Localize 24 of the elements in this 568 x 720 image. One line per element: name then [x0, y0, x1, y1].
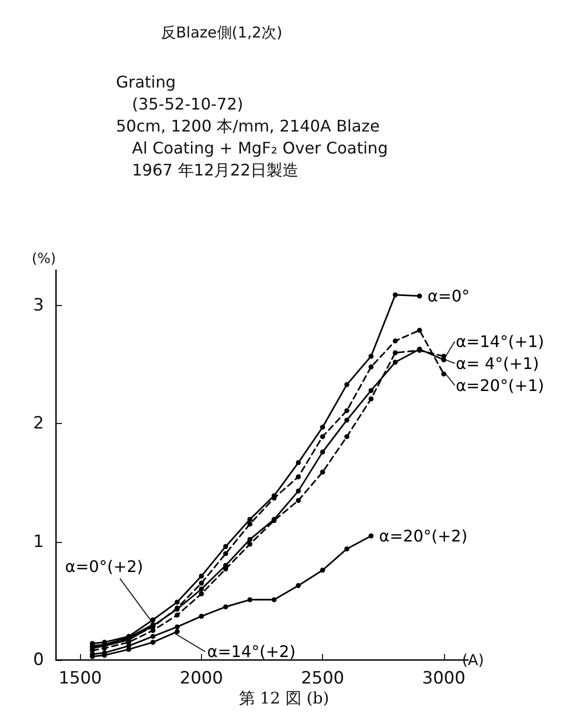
- series-label: α=20°(+2): [379, 526, 468, 546]
- x-tick-label: 1500: [58, 668, 102, 688]
- text: 1967 年12月22日製造: [132, 160, 299, 180]
- series-label: α= 4°(+1): [456, 354, 540, 373]
- series-label: α=14°(+2): [207, 642, 296, 662]
- text: 50cm, 1200 本/mm, 2140A Blaze: [116, 116, 380, 136]
- y-tick-label: 2: [33, 414, 44, 434]
- x-tick-label: 3000: [422, 668, 466, 688]
- text: α=0°(+2): [64, 557, 144, 576]
- text: Grating: [116, 72, 176, 92]
- series-label: α=14°(+1): [456, 332, 544, 351]
- x-tick-label: 2000: [180, 668, 224, 688]
- y-axis-title: (%): [32, 251, 56, 267]
- series-label: α=20°(+1): [456, 376, 544, 395]
- series-label: α=0°: [428, 286, 470, 306]
- chart-title: 反Blaze側(1,2次): [161, 24, 282, 42]
- x-axis-title: (A): [462, 651, 484, 669]
- y-tick-label: 0: [33, 650, 44, 670]
- y-tick-label: 1: [33, 532, 44, 552]
- text: Al Coating + MgF₂ Over Coating: [132, 138, 388, 158]
- x-tick-label: 2500: [300, 668, 344, 688]
- y-tick-label: 3: [33, 295, 44, 316]
- text: (35-52-10-72): [132, 94, 244, 114]
- text: 第 12 図 (b): [238, 688, 330, 708]
